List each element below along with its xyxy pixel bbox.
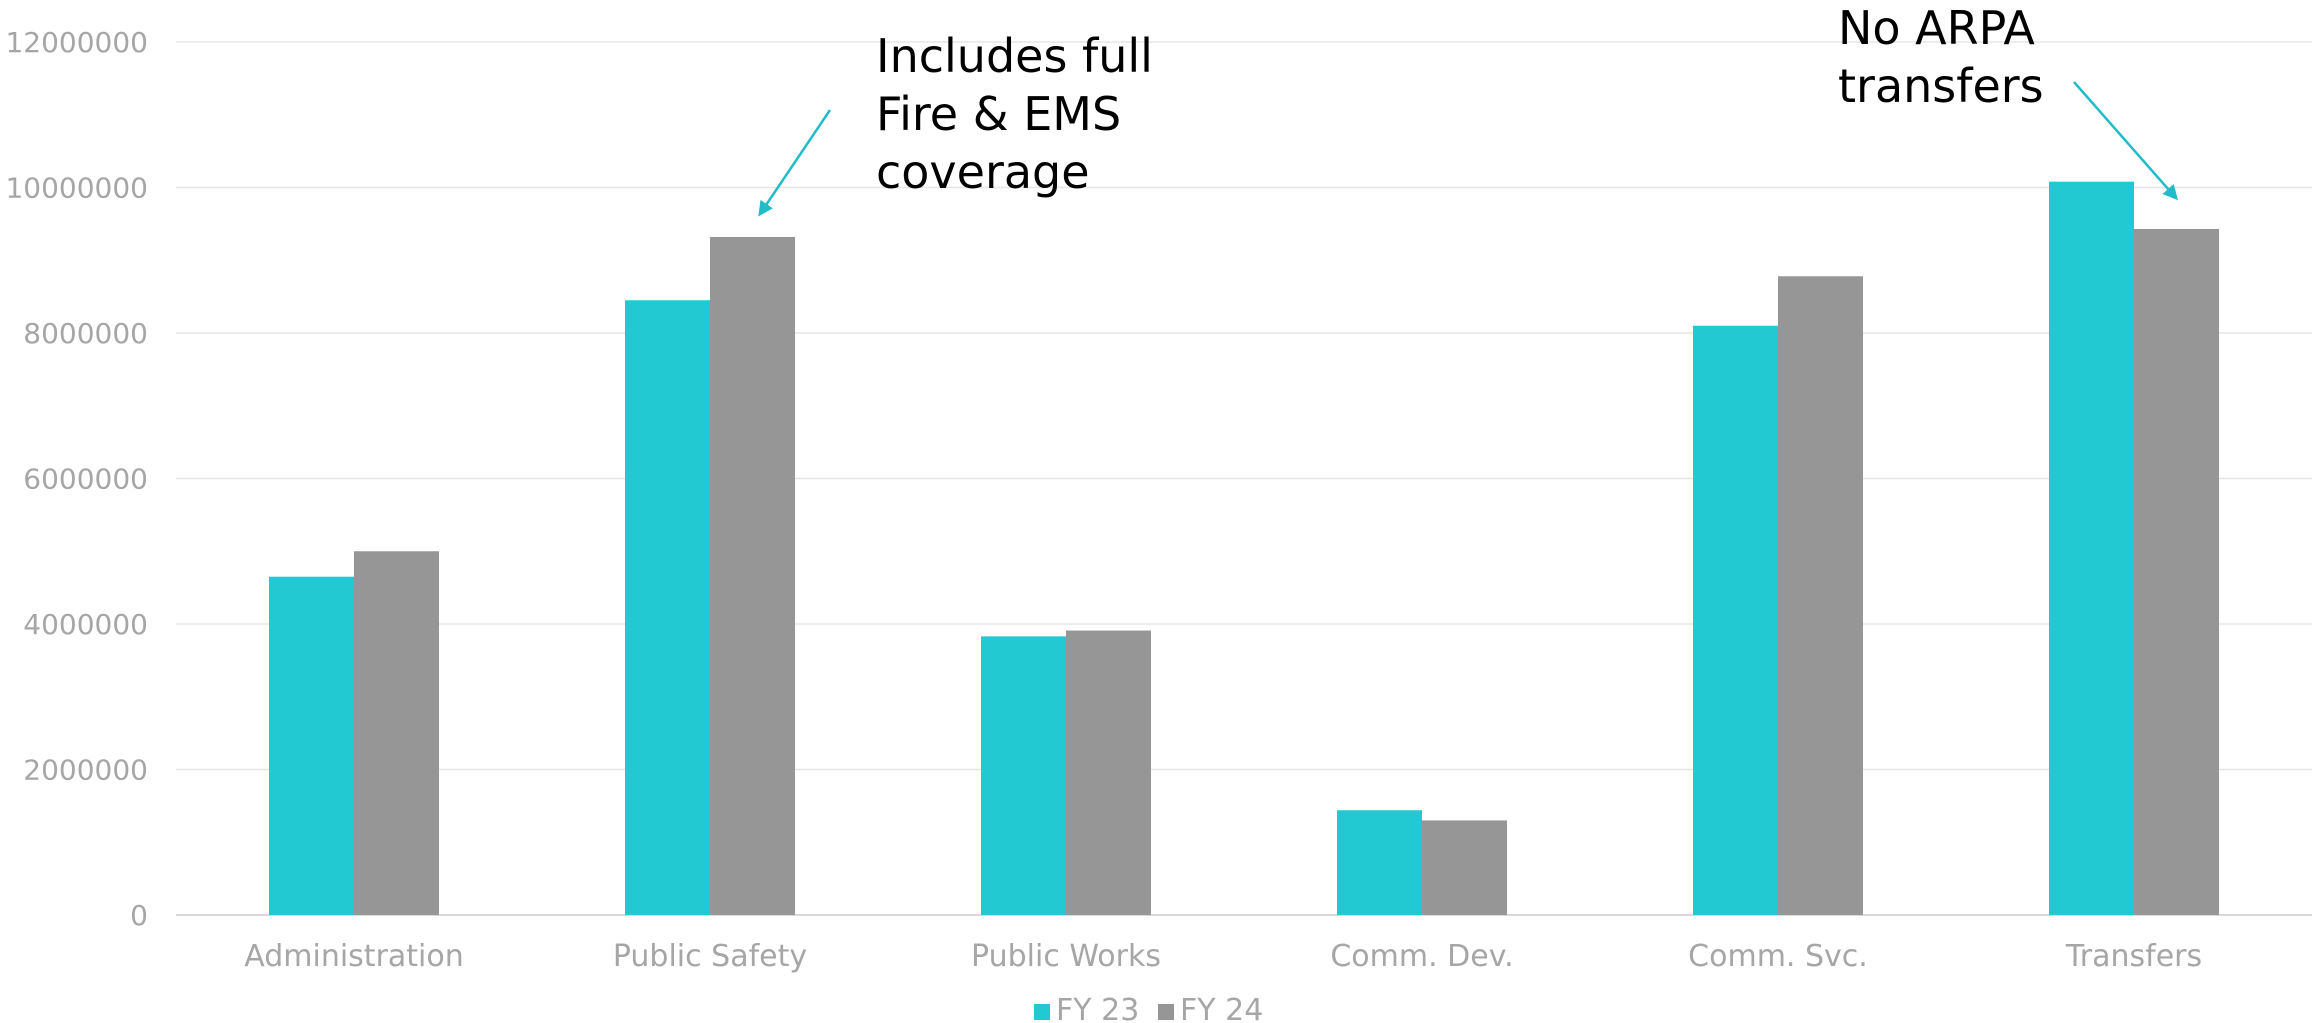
bar-fy24-comm-dev (1422, 820, 1507, 915)
x-category-label: Comm. Dev. (1330, 939, 1513, 974)
bar-fy24-public-safety (710, 236, 795, 916)
x-category-label: Administration (244, 939, 464, 974)
bar-fy23-public-safety (625, 300, 710, 915)
legend-swatch-fy24 (1158, 1004, 1174, 1020)
y-tick-label: 12000000 (5, 26, 148, 59)
bar-fy23-administration (269, 576, 354, 915)
annotation-1-line-2: Fire & EMS (876, 87, 1121, 141)
x-category-label: Public Works (971, 939, 1161, 974)
y-tick-label: 0 (130, 899, 148, 932)
legend: FY 23 FY 24 (1034, 993, 1263, 1023)
legend-label-fy23: FY 23 (1056, 993, 1139, 1023)
annotation-1-line-3: coverage (876, 145, 1090, 199)
x-axis-labels: Administration Public Safety Public Works C… (244, 939, 2202, 974)
y-tick-label: 8000000 (23, 317, 148, 350)
bar-fy24-comm-svc (1778, 276, 1863, 915)
y-axis-ticks: 0 2000000 4000000 6000000 8000000 10000000 120… (5, 26, 148, 932)
bar-fy24-administration (354, 551, 439, 915)
y-tick-label: 6000000 (23, 463, 148, 496)
annotation-2-line-1: No ARPA (1838, 1, 2035, 55)
bar-fy24-transfers (2134, 228, 2219, 915)
y-tick-label: 4000000 (23, 608, 148, 641)
bar-fy23-comm-svc (1693, 325, 1778, 916)
annotation-1-arrow (758, 109, 832, 217)
annotation-2-arrow (2073, 81, 2178, 201)
annotation-1-line-1: Includes full (876, 29, 1153, 83)
legend-label-fy24: FY 24 (1180, 993, 1263, 1023)
x-category-label: Public Safety (613, 939, 807, 974)
bar-fy23-transfers (2049, 181, 2134, 915)
bar-fy23-comm-dev (1337, 810, 1422, 915)
annotation-public-safety: Includes full Fire & EMS coverage (758, 29, 1153, 217)
annotation-2-line-2: transfers (1838, 59, 2044, 113)
y-tick-label: 10000000 (5, 172, 148, 205)
bar-fy23-public-works (981, 636, 1066, 915)
legend-swatch-fy23 (1034, 1004, 1050, 1020)
bar-fy24-public-works (1066, 630, 1151, 915)
annotation-transfers: No ARPA transfers (1838, 1, 2178, 201)
x-category-label: Comm. Svc. (1688, 939, 1868, 974)
x-category-label: Transfers (2065, 939, 2202, 974)
y-tick-label: 2000000 (23, 754, 148, 787)
bars (269, 181, 2219, 916)
gridlines (176, 41, 2312, 916)
